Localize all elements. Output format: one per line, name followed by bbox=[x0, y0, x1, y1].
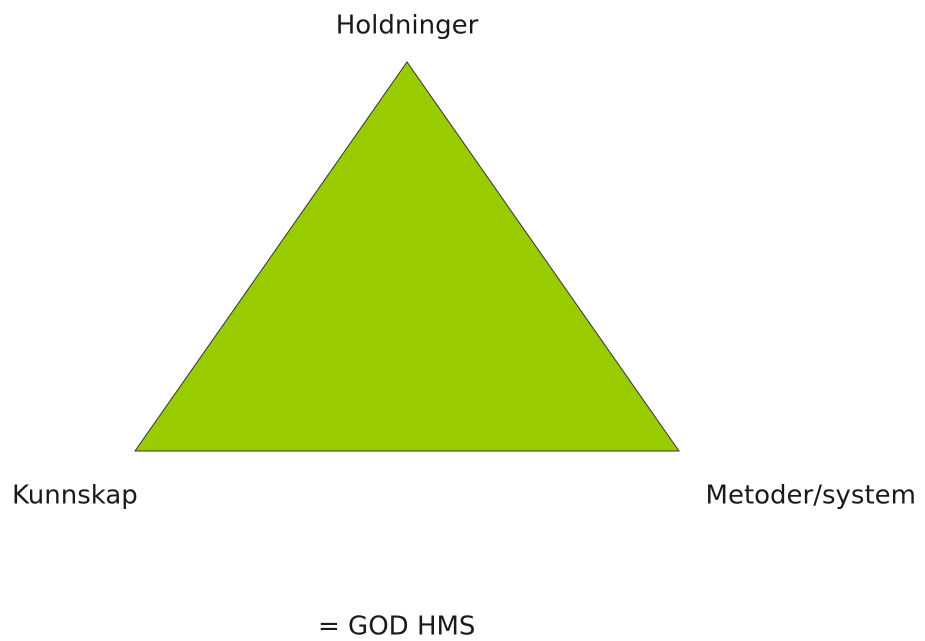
top-label: Holdninger bbox=[336, 11, 479, 41]
right-label: Metoder/system bbox=[706, 481, 916, 511]
triangle bbox=[134, 61, 680, 452]
left-label: Kunnskap bbox=[12, 481, 138, 511]
result-label: = GOD HMS bbox=[318, 612, 475, 641]
